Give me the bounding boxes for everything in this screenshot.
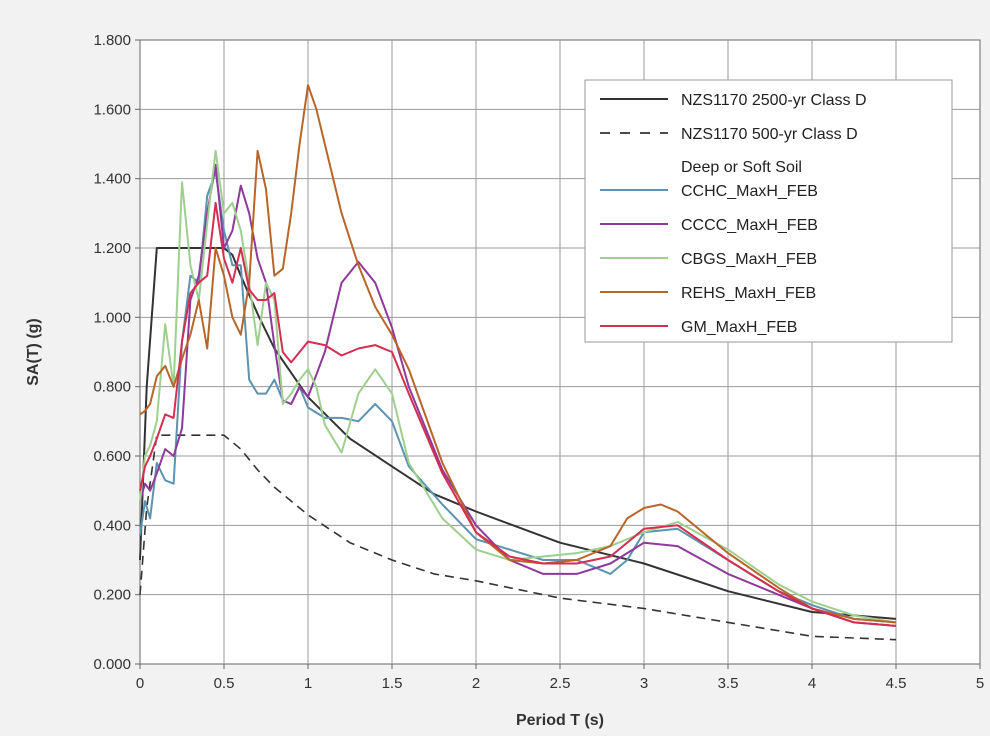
x-tick-label: 0 (136, 675, 144, 692)
y-tick-label: 1.200 (93, 240, 131, 257)
legend-extra-label: Deep or Soft Soil (681, 159, 802, 176)
series-line-cchc-maxh-feb (139, 170, 897, 624)
x-tick-label: 3.5 (718, 675, 739, 692)
legend-label: CCHC_MaxH_FEB (681, 183, 818, 200)
y-tick-label: 1.600 (93, 101, 131, 118)
x-tick-label: 1.5 (382, 675, 403, 692)
y-tick-label: 0.400 (93, 517, 131, 534)
x-tick-label: 4.5 (886, 675, 907, 692)
series-line-nzs1170-2500-yr-class-d (139, 247, 897, 620)
legend-label: GM_MaxH_FEB (681, 319, 797, 336)
legend-label: REHS_MaxH_FEB (681, 285, 816, 302)
legend-label: NZS1170 500-yr Class D (681, 126, 858, 143)
legend-label: NZS1170 2500-yr Class D (681, 92, 867, 109)
x-tick-label: 5 (976, 675, 984, 692)
legend-box (584, 79, 953, 343)
y-axis-title: SA(T) (g) (25, 318, 42, 386)
y-tick-label: 1.000 (93, 309, 131, 326)
x-tick-label: 3 (640, 675, 648, 692)
series-line-rehs-maxh-feb (139, 84, 897, 624)
y-tick-label: 0.000 (93, 656, 131, 673)
series-lines (139, 84, 897, 641)
x-tick-label: 4 (808, 675, 816, 692)
x-tick-label: 2 (472, 675, 480, 692)
y-tick-label: 0.600 (93, 448, 131, 465)
y-tick-label: 1.800 (93, 32, 131, 49)
series-line-gm-maxh-feb (139, 201, 897, 627)
x-tick-label: 1 (304, 675, 312, 692)
legend: Deep or Soft Soil NZS1170 2500-yr Class … (584, 79, 953, 343)
x-tick-label: 0.5 (214, 675, 235, 692)
y-tick-label: 1.400 (93, 171, 131, 188)
x-axis-title: Period T (s) (516, 712, 604, 729)
legend-label: CBGS_MaxH_FEB (681, 251, 817, 268)
legend-label: CCCC_MaxH_FEB (681, 217, 818, 234)
x-tick-label: 2.5 (550, 675, 571, 692)
y-tick-label: 0.200 (93, 587, 131, 604)
axis-ticks: 0 0.5 1 1.5 2 2.5 3 3.5 4 4.5 5 0.000 0.200 0.400 0.60… (93, 32, 984, 692)
y-tick-label: 0.800 (93, 379, 131, 396)
series-line-cbgs-maxh-feb (139, 149, 897, 624)
